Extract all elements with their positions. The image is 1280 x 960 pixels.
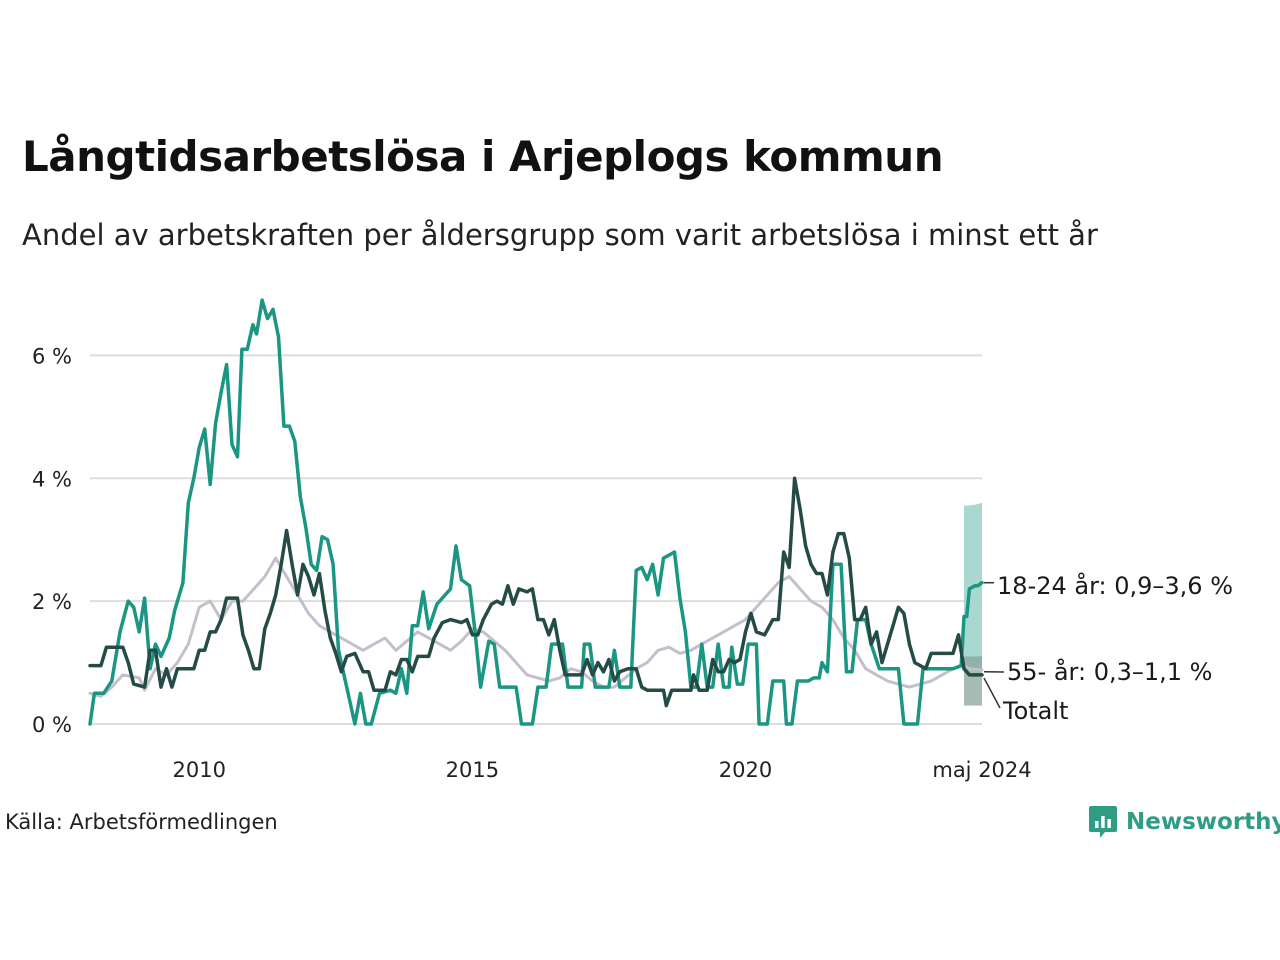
x-tick-label: 2010 (173, 758, 226, 782)
x-tick-label: maj 2024 (932, 758, 1031, 782)
x-tick-label: 2020 (719, 758, 772, 782)
chart-subtitle: Andel av arbetskraften per åldersgrupp s… (22, 218, 1098, 252)
labels: 0 % 2 % 4 % 6 % 2010 2015 2020 maj 2024 18-24 år… (32, 344, 1233, 782)
leader-line-total (983, 677, 1001, 709)
series-line-older (88, 476, 984, 708)
y-tick-label: 0 % (32, 713, 72, 737)
series-label-total: Totalt (1002, 697, 1068, 725)
brand-logo: Newsworthy (1088, 804, 1280, 840)
chart-title: Långtidsarbetslösa i Arjeplogs kommun (22, 132, 944, 181)
brand-name: Newsworthy (1126, 809, 1280, 835)
gridlines (90, 354, 982, 725)
series-label-youth: 18-24 år: 0,9–3,6 % (997, 571, 1233, 600)
series-line-youth (88, 298, 984, 726)
y-tick-label: 2 % (32, 590, 72, 614)
series-label-older: 55- år: 0,3–1,1 % (1007, 657, 1212, 686)
band-55 (963, 656, 982, 706)
source-note: Källa: Arbetsförmedlingen (5, 810, 278, 834)
y-tick-label: 6 % (32, 344, 72, 368)
x-tick-label: 2015 (446, 758, 499, 782)
newsworthy-logo-icon (1089, 806, 1117, 838)
y-tick-label: 4 % (32, 467, 72, 491)
series-line-total (88, 556, 984, 698)
series-lines (88, 298, 984, 726)
